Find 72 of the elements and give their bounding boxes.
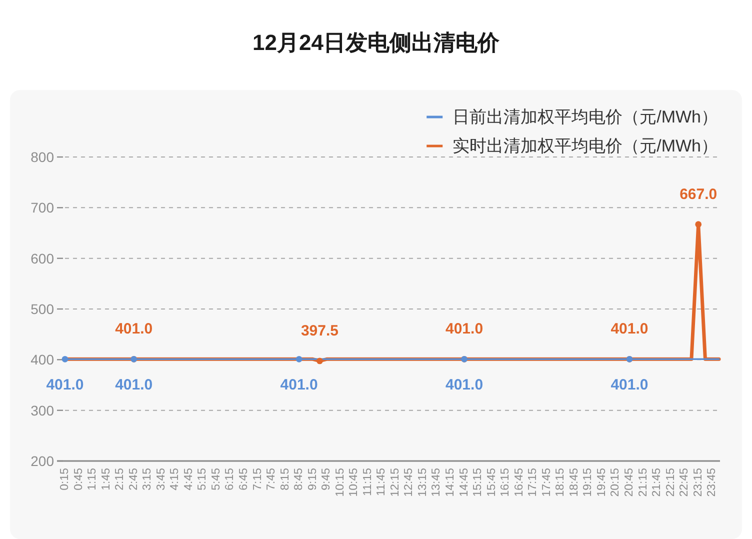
x-tick-label: 10:45 (348, 468, 360, 497)
data-label: 401.0 (610, 320, 648, 338)
chart-title: 12月24日发电侧出清电价 (252, 30, 500, 55)
x-tick-label: 16:45 (513, 468, 526, 497)
x-tick-label: 21:15 (637, 468, 650, 497)
x-tick-label: 12:45 (403, 468, 416, 497)
x-tick-label: 23:15 (692, 468, 704, 497)
x-tick-label: 21:45 (651, 468, 664, 497)
x-tick-label: 4:45 (182, 468, 195, 490)
x-tick-label: 9:45 (320, 468, 333, 490)
data-label: 401.0 (280, 376, 318, 394)
x-tick-label: 6:15 (224, 468, 236, 490)
x-tick-label: 4:15 (169, 468, 182, 490)
x-tick-label: 20:45 (624, 468, 636, 497)
x-tick-label: 11:45 (376, 468, 388, 496)
data-label: 401.0 (446, 320, 484, 338)
x-tick-label: 12:15 (389, 468, 402, 497)
x-tick-label: 6:45 (238, 468, 250, 490)
point (296, 356, 302, 362)
x-tick-label: 20:15 (610, 468, 622, 497)
x-tick-label: 7:45 (266, 468, 278, 490)
x-tick-label: 3:15 (142, 468, 154, 490)
x-tick-label: 14:15 (444, 468, 457, 497)
y-tick-label: 400 (30, 352, 54, 368)
x-tick-label: 15:45 (486, 468, 498, 497)
x-tick-label: 18:15 (554, 468, 567, 497)
x-tick-label: 19:15 (582, 468, 594, 497)
y-tick-label: 500 (30, 301, 54, 317)
x-tick-label: 22:45 (678, 468, 691, 497)
x-tick-label: 2:45 (128, 468, 140, 490)
x-tick-label: 11:15 (362, 468, 374, 496)
x-tick-label: 8:15 (279, 468, 292, 490)
x-tick-label: 13:15 (416, 468, 429, 497)
x-tick-label: 13:45 (430, 468, 443, 497)
x-tick-label: 5:45 (210, 468, 222, 490)
x-tick-label: 22:15 (664, 468, 677, 497)
x-tick-label: 23:45 (706, 468, 718, 497)
data-label: 401.0 (446, 376, 484, 394)
x-tick-label: 3:45 (155, 468, 168, 490)
x-tick-label: 9:15 (306, 468, 319, 490)
y-tick-label: 300 (30, 402, 54, 418)
x-tick-label: 18:45 (568, 468, 580, 497)
data-label: 401.0 (46, 376, 84, 394)
data-label: 401.0 (610, 376, 648, 394)
x-tick-label: 7:15 (252, 468, 264, 490)
x-tick-label: 10:15 (334, 468, 346, 497)
data-label: 401.0 (115, 376, 153, 394)
point (316, 358, 323, 364)
x-tick-label: 16:15 (500, 468, 512, 497)
x-tick-label: 8:45 (293, 468, 306, 490)
x-tick-label: 0:45 (72, 468, 85, 490)
y-tick-label: 700 (30, 200, 54, 216)
x-tick-label: 14:45 (458, 468, 470, 497)
y-tick-label: 200 (30, 453, 54, 469)
x-tick-label: 19:45 (596, 468, 608, 497)
y-tick-label: 600 (30, 250, 54, 266)
data-label: 401.0 (115, 320, 153, 338)
y-tick-label: 800 (30, 149, 54, 165)
x-tick-label: 0:15 (59, 468, 71, 490)
data-label: 397.5 (300, 322, 338, 340)
point (62, 356, 68, 362)
x-tick-label: 1:45 (100, 468, 112, 490)
x-tick-label: 15:15 (472, 468, 484, 497)
x-tick-label: 17:15 (527, 468, 540, 497)
x-tick-label: 2:15 (114, 468, 126, 490)
x-tick-label: 1:15 (86, 468, 99, 490)
x-tick-label: 17:45 (540, 468, 553, 497)
data-label: 667.0 (680, 186, 718, 203)
legend-label: 日前出清加权平均电价（元/MWh） (452, 108, 718, 126)
x-tick-label: 5:15 (196, 468, 209, 490)
legend-label: 实时出清加权平均电价（元/MWh） (452, 136, 718, 156)
point (695, 221, 702, 228)
